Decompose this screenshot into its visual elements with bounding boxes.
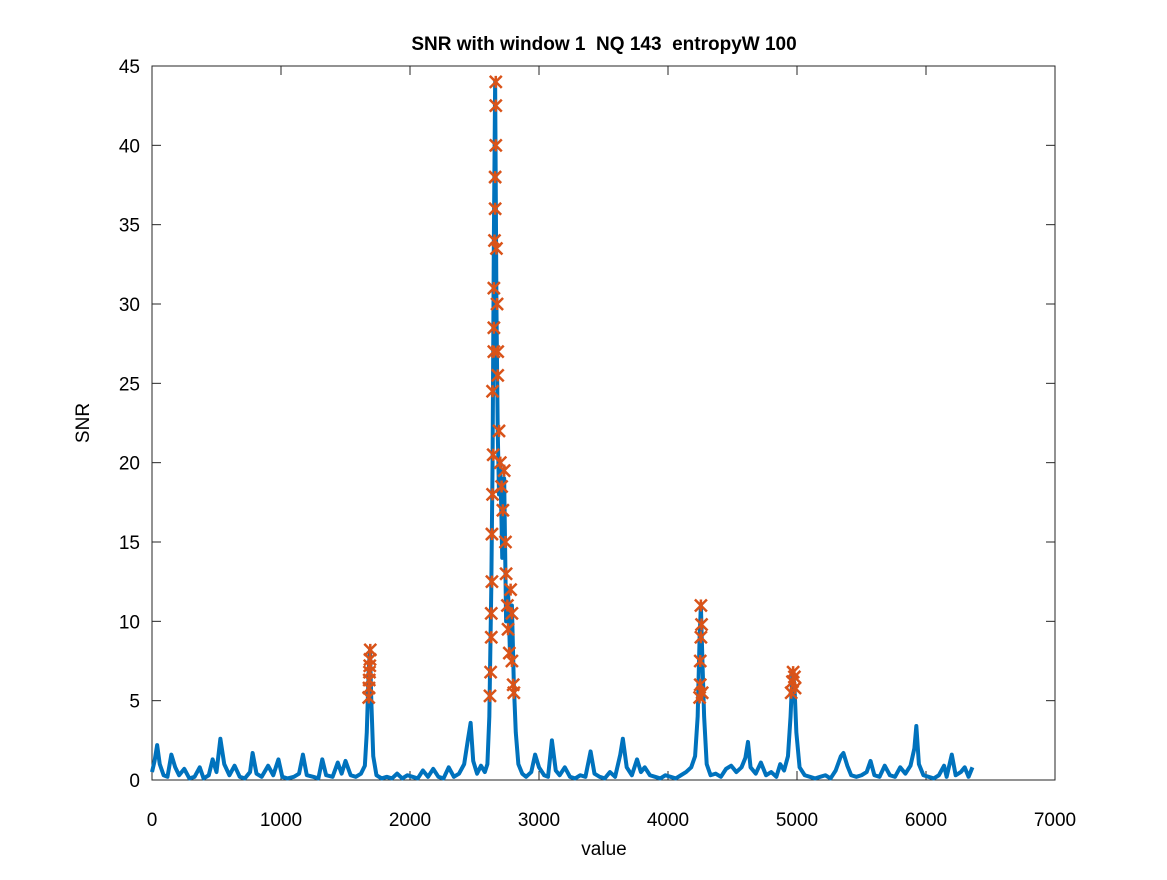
data-marker (488, 98, 503, 113)
data-marker (490, 297, 504, 311)
y-tick-label: 35 (119, 216, 140, 237)
data-marker (694, 598, 708, 613)
y-tick-label: 0 (129, 771, 140, 792)
data-marker (694, 630, 708, 645)
data-marker (490, 368, 505, 383)
data-marker (495, 503, 510, 518)
y-tick-label: 20 (119, 454, 140, 475)
data-marker (693, 677, 708, 692)
data-marker (503, 582, 518, 597)
data-marker (506, 685, 521, 700)
data-marker (787, 669, 802, 684)
data-marker (488, 74, 503, 89)
data-marker (492, 424, 506, 438)
x-tick-label: 2000 (389, 810, 431, 831)
x-tick-label: 5000 (776, 810, 818, 831)
y-tick-label: 30 (119, 295, 140, 316)
x-axis-label: value (581, 839, 626, 860)
x-tick-label: 6000 (905, 810, 947, 831)
data-marker (488, 138, 503, 153)
data-marker (363, 643, 378, 657)
x-tick-label: 1000 (260, 810, 302, 831)
data-marker (505, 606, 519, 621)
y-tick-label: 5 (129, 692, 140, 713)
y-tick-label: 25 (119, 374, 140, 395)
data-marker (788, 681, 802, 695)
chart-title: SNR with window 1 NQ 143 entropyW 100 (411, 34, 796, 55)
x-tick-label: 0 (147, 810, 158, 831)
y-tick-label: 15 (119, 533, 140, 554)
data-marker (694, 617, 709, 632)
data-marker (695, 685, 710, 700)
y-axis-label: SNR (73, 403, 94, 443)
data-marker (487, 233, 502, 248)
y-tick-label: 45 (119, 57, 140, 78)
data-marker (485, 527, 499, 541)
data-marker (497, 463, 512, 478)
data-marker (484, 606, 499, 621)
data-marker (489, 241, 504, 256)
data-marker (490, 344, 505, 359)
data-marker (486, 320, 501, 335)
y-tick-label: 40 (119, 136, 140, 157)
data-marker (483, 689, 497, 703)
data-marker (483, 665, 498, 679)
x-tick-label: 3000 (518, 810, 560, 831)
data-marker (693, 654, 708, 668)
y-tick-label: 10 (119, 612, 140, 633)
data-marker (494, 479, 509, 494)
data-marker (484, 630, 499, 645)
data-marker (488, 201, 503, 216)
data-marker (486, 281, 501, 296)
data-marker (498, 535, 513, 549)
data-marker (501, 622, 515, 637)
data-marker (505, 654, 519, 668)
data-marker (485, 384, 500, 399)
data-marker (499, 566, 513, 581)
x-tick-label: 4000 (647, 810, 689, 831)
data-line (150, 79, 975, 781)
data-marker (485, 574, 499, 589)
data-marker (488, 170, 503, 184)
x-tick-label: 7000 (1034, 810, 1076, 831)
